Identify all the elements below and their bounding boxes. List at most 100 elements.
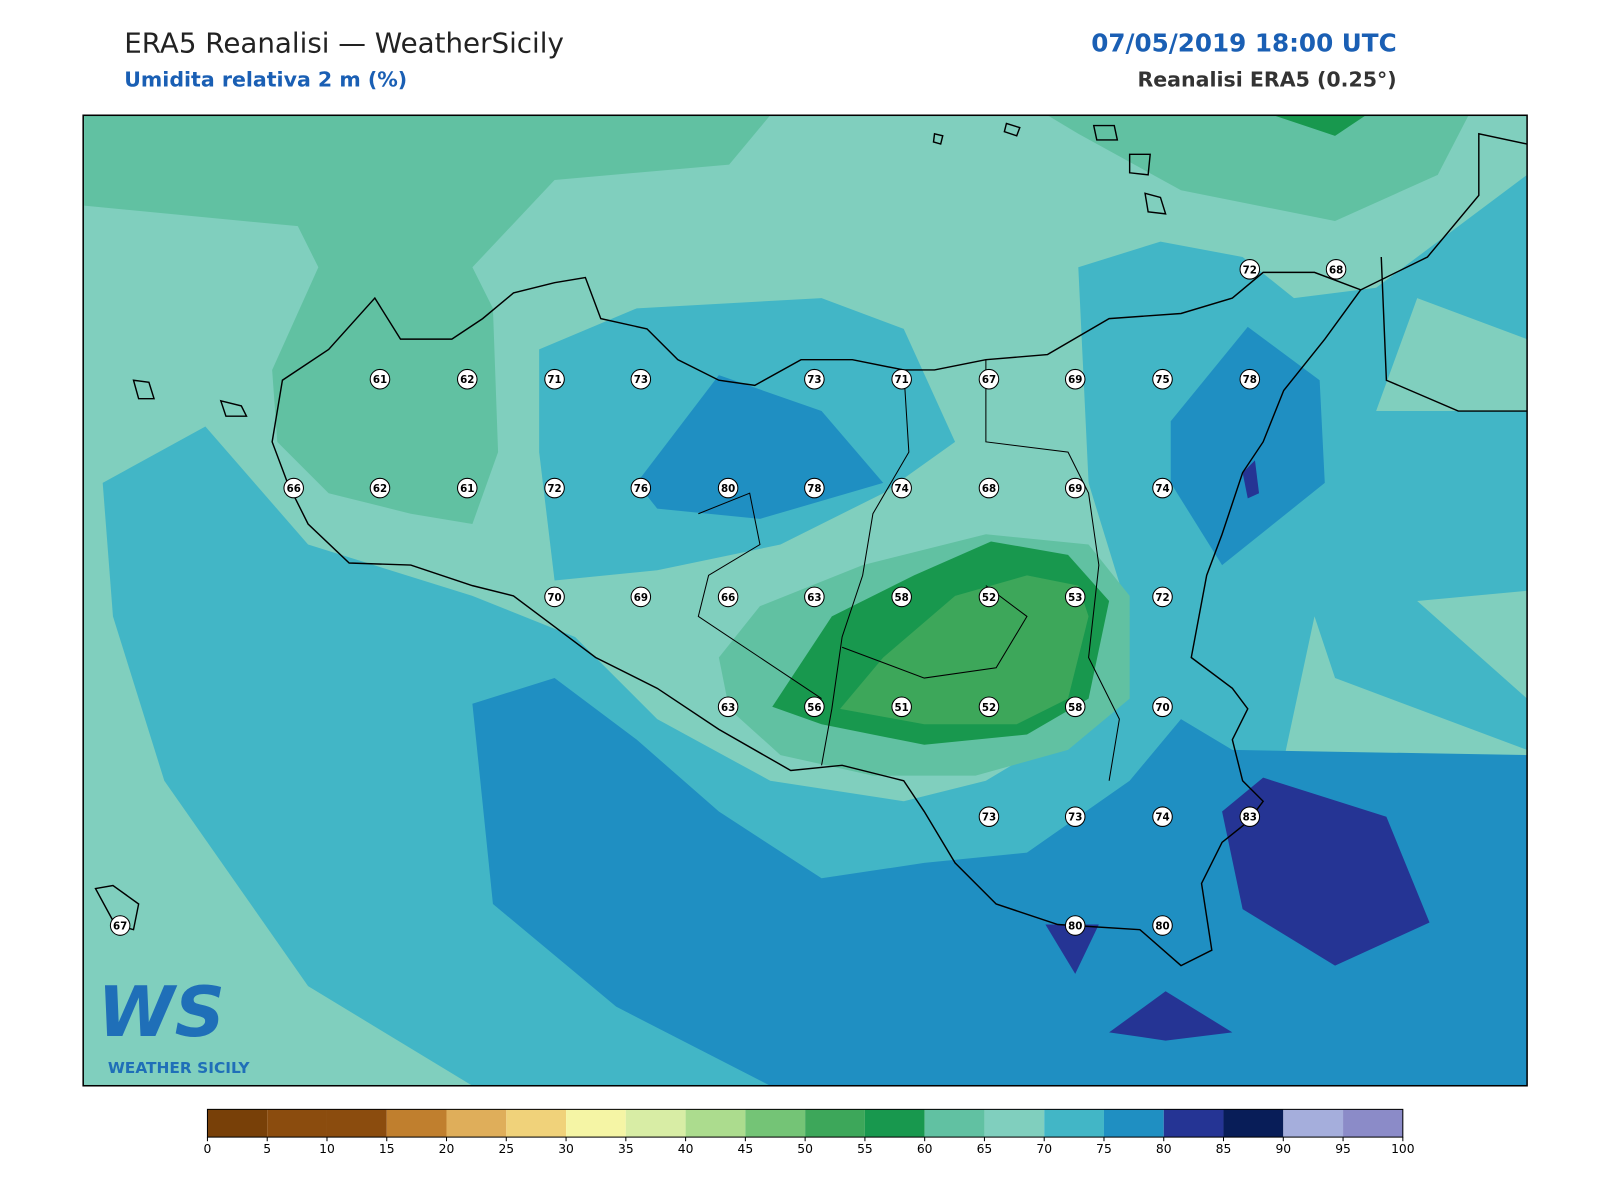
colorbar-swatch	[506, 1109, 567, 1138]
grid-point	[1152, 915, 1173, 936]
colorbar-swatch	[685, 1109, 746, 1138]
grid-value: 72	[1155, 592, 1169, 604]
grid-value: 80	[1068, 921, 1082, 933]
grid-value: 67	[982, 374, 996, 386]
grid-value: 74	[1155, 483, 1169, 495]
grid-point	[1152, 368, 1173, 390]
grid-value: 73	[1068, 812, 1082, 824]
colorbar-swatch	[864, 1109, 925, 1138]
colorbar-tick-label: 70	[1036, 1142, 1052, 1156]
grid-value: 72	[547, 483, 561, 495]
colorbar-swatch	[1163, 1109, 1224, 1138]
grid-point	[456, 477, 478, 499]
grid-value: 78	[1243, 374, 1257, 386]
grid-value: 61	[373, 374, 387, 386]
grid-point	[804, 368, 825, 390]
grid-value: 66	[287, 483, 301, 495]
calabria-coast	[1360, 132, 1528, 412]
colorbar-tick-label: 55	[857, 1142, 873, 1156]
islands	[94, 122, 1167, 931]
grid-point	[891, 696, 912, 718]
grid-point	[544, 586, 565, 608]
grid-value: 80	[1155, 921, 1169, 933]
grid-point	[630, 477, 652, 499]
grid-value: 63	[721, 702, 735, 714]
contour-region	[840, 575, 1089, 725]
colorbar-tick-label: 25	[498, 1142, 514, 1156]
grid-point	[1064, 806, 1086, 827]
grid-value: 75	[1155, 374, 1169, 386]
colorbar-swatch	[1044, 1109, 1104, 1138]
contour-region	[84, 115, 771, 525]
grid-value: 83	[1243, 812, 1257, 824]
colorbar-tick-label: 35	[618, 1142, 634, 1156]
grid-value: 68	[1329, 264, 1343, 276]
grid-point	[1152, 696, 1173, 718]
grid-value: 74	[895, 483, 909, 495]
grid-point	[1152, 477, 1173, 499]
grid-point	[544, 368, 565, 390]
grid-point	[369, 368, 391, 390]
colorbar-swatch	[326, 1109, 387, 1138]
grid-value: 74	[1155, 812, 1169, 824]
colorbar-swatch	[1283, 1109, 1344, 1138]
grid-point	[1064, 586, 1086, 608]
datetime: 07/05/2019 18:00 UTC	[1091, 28, 1396, 57]
grid-value: 56	[807, 702, 821, 714]
map-frame	[82, 114, 1528, 1087]
grid-value: 80	[721, 483, 735, 495]
grid-value: 70	[547, 592, 561, 604]
grid-point	[1064, 915, 1086, 936]
grid-value: 69	[634, 592, 648, 604]
colorbar-tick-label: 80	[1156, 1142, 1172, 1156]
grid-point	[978, 477, 1000, 499]
grid-point	[1325, 259, 1347, 280]
grid-point	[978, 806, 1000, 827]
grid-point	[369, 477, 391, 499]
colorbar-tick-label: 20	[439, 1142, 455, 1156]
contour-region	[1222, 777, 1430, 966]
grid-point	[544, 477, 565, 499]
contour-region	[1242, 460, 1260, 499]
colorbar-swatch	[924, 1109, 985, 1138]
grid-point	[891, 586, 912, 608]
grid-point	[283, 477, 304, 499]
logo: WS WEATHER SICILY	[98, 972, 251, 1077]
grid-point	[804, 477, 825, 499]
grid-point	[717, 477, 739, 499]
title: ERA5 Reanalisi — WeatherSicily	[124, 26, 564, 59]
grid-value: 73	[807, 374, 821, 386]
colorbar-tick-label: 65	[977, 1142, 993, 1156]
colorbar-tick-label: 90	[1275, 1142, 1291, 1156]
colorbar-swatch	[984, 1109, 1045, 1138]
grid-value: 72	[1243, 264, 1257, 276]
grid-value: 63	[807, 592, 821, 604]
colorbar-tick-label: 10	[319, 1142, 335, 1156]
grid-point	[1152, 586, 1173, 608]
grid-point	[1064, 696, 1086, 718]
grid-point	[891, 368, 912, 390]
colorbar-swatch	[386, 1109, 447, 1138]
colorbar-tick-label: 100	[1391, 1142, 1415, 1156]
grid-point	[109, 915, 131, 936]
colorbar-swatch	[267, 1109, 327, 1138]
grid-point	[1239, 368, 1261, 390]
colorbar-swatch	[1103, 1109, 1164, 1138]
colorbar-tick-label: 50	[797, 1142, 813, 1156]
grid-point	[978, 586, 1000, 608]
grid-point	[717, 696, 739, 718]
sicily-coast	[271, 271, 1362, 967]
grid-value: 62	[373, 483, 387, 495]
grid-value: 70	[1155, 702, 1169, 714]
colorbar-swatch	[207, 1109, 268, 1138]
colorbar-swatch	[625, 1109, 686, 1138]
grid-point	[456, 368, 478, 390]
grid-point	[630, 368, 652, 390]
colorbar-tick-label: 60	[917, 1142, 933, 1156]
logo-initials: WS	[98, 972, 225, 1053]
colorbar: 0 5 10 15 20 25 30 35 40 45 50 55 60 65 70 75 80 85 90 95 10…	[204, 1108, 1415, 1156]
colorbar-swatch	[1223, 1109, 1284, 1138]
grid-point	[804, 586, 825, 608]
